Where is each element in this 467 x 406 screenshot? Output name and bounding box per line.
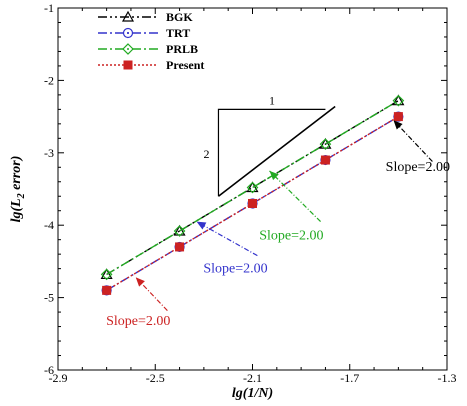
data-point-present: [102, 285, 112, 295]
slope-annotation: Slope=2.00: [386, 119, 450, 175]
data-point-present: [248, 198, 257, 208]
legend: BGK TRT PRLB Present: [98, 10, 204, 72]
data-point-present: [320, 155, 330, 165]
slope-run-label: 1: [269, 93, 275, 107]
annotation-label: Slope=2.00: [259, 229, 323, 244]
slope-triangle-hypotenuse: [217, 105, 336, 197]
axes: -2.9 -2.5 -2.1 -1.7 -1.3 -6 -5 -4 -3 -2 -1: [44, 1, 457, 385]
legend-label: Present: [166, 58, 204, 72]
data-point-bgk: [100, 268, 113, 280]
annotation-arrow-head: [393, 120, 403, 130]
data-point-bgk: [246, 181, 259, 193]
legend-item-bgk: BGK: [98, 10, 193, 24]
legend-swatch-marker: [121, 10, 135, 22]
slope-triangle-legs: [217, 108, 326, 197]
annotation-arrow-head: [269, 170, 279, 181]
legend-swatch-marker-dot: [127, 32, 129, 34]
annotation-arrow-head: [135, 277, 145, 287]
y-axis-title-sub: 2: [16, 193, 27, 199]
data-point-present: [175, 242, 185, 252]
series-line-bgk: [106, 100, 399, 276]
x-tick-label: -2.9: [49, 371, 68, 385]
legend-label: TRT: [166, 26, 190, 40]
slope-annotation: Slope=2.00: [196, 221, 268, 276]
series-line-prlb: [106, 100, 399, 276]
legend-item-prlb: PRLB: [98, 42, 198, 56]
legend-label: PRLB: [166, 42, 198, 56]
slope-annotation: Slope=2.00: [106, 276, 170, 329]
x-tick-label: -2.1: [243, 371, 262, 385]
y-axis-title-main: lg(L: [9, 198, 24, 222]
legend-label: BGK: [166, 10, 193, 24]
data-point-prlb: [173, 225, 186, 237]
y-axis-title-rest: error): [9, 156, 24, 194]
data-point-bgk: [319, 137, 332, 149]
annotation-arrow-line: [269, 170, 321, 223]
data-point-bgk: [173, 224, 186, 236]
annotation-label: Slope=2.00: [386, 160, 450, 175]
x-tick-label: -1.3: [438, 371, 457, 385]
x-axis-title: lg(1/N): [232, 386, 273, 401]
slope-annotation: Slope=2.00: [259, 170, 324, 244]
legend-swatch-marker: [123, 60, 133, 70]
annotations: Slope=2.00 Slope=2.00 Slope=2.00 Slope=2.00: [106, 119, 450, 329]
y-tick-label: -6: [44, 363, 54, 377]
annotation-arrow-line: [135, 276, 168, 312]
data-point-prlb: [392, 94, 405, 107]
x-tick-label: -2.5: [146, 371, 165, 385]
series-prlb: [100, 94, 405, 281]
y-tick-label: -4: [44, 218, 54, 232]
y-tick-label: -2: [44, 73, 54, 87]
data-point-prlb: [100, 268, 113, 281]
annotation-arrow-head: [196, 221, 207, 230]
series-present: [102, 112, 403, 295]
x-tick-label: -1.7: [340, 371, 359, 385]
slope-triangle: 12: [203, 93, 336, 197]
annotation-label: Slope=2.00: [106, 314, 170, 329]
plot-area: [100, 94, 405, 296]
legend-swatch-marker: [122, 27, 134, 39]
data-point-present: [393, 112, 403, 122]
data-point-bgk: [392, 94, 405, 106]
y-tick-label: -3: [44, 146, 54, 160]
legend-item-present: Present: [98, 58, 204, 72]
legend-swatch-marker: [122, 43, 134, 55]
slope-rise-label: 2: [203, 147, 209, 161]
annotation-label: Slope=2.00: [203, 261, 267, 276]
y-tick-label: -5: [44, 291, 54, 305]
y-axis-title: lg(L2 error): [9, 156, 27, 223]
data-point-prlb: [246, 181, 259, 194]
annotation-arrow-line: [196, 221, 258, 257]
y-tick-label: -1: [44, 1, 54, 15]
data-point-prlb: [319, 138, 332, 150]
legend-item-trt: TRT: [98, 26, 190, 40]
annotation-arrow-line: [393, 119, 433, 162]
